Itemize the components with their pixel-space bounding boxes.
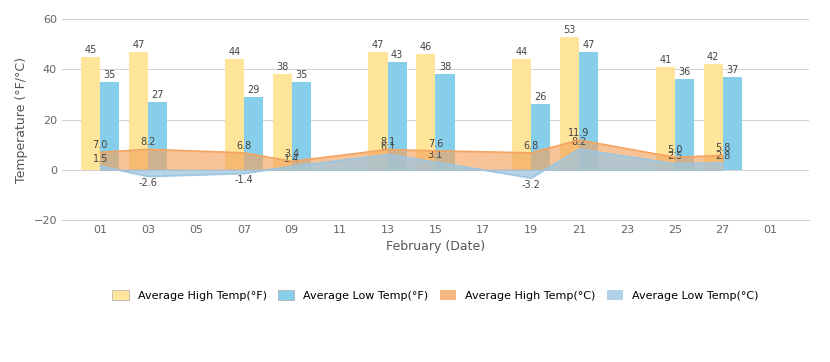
Bar	[100, 82, 120, 170]
Text: 6.8: 6.8	[237, 141, 251, 151]
Bar	[579, 52, 598, 170]
Text: -1.4: -1.4	[235, 175, 253, 185]
Text: 1.4: 1.4	[284, 154, 300, 164]
Text: 42: 42	[707, 52, 720, 62]
Bar	[512, 59, 531, 170]
Bar	[704, 64, 723, 170]
Text: 1.5: 1.5	[92, 154, 108, 164]
Text: 8.1: 8.1	[380, 138, 395, 147]
Text: 47: 47	[583, 40, 595, 50]
Text: 2.5: 2.5	[667, 152, 682, 161]
Bar	[272, 74, 292, 170]
X-axis label: February (Date): February (Date)	[386, 240, 485, 253]
Text: -3.2: -3.2	[522, 180, 540, 190]
Text: 38: 38	[276, 62, 288, 72]
Text: 53: 53	[564, 25, 576, 35]
Text: 7.6: 7.6	[427, 139, 443, 149]
Text: 43: 43	[391, 50, 403, 60]
Bar	[244, 97, 263, 170]
Bar	[148, 102, 168, 170]
Bar	[560, 37, 579, 170]
Bar	[436, 74, 455, 170]
Text: 11.9: 11.9	[569, 128, 590, 138]
Bar	[129, 52, 148, 170]
Text: 27: 27	[151, 90, 164, 100]
Bar	[531, 105, 550, 170]
Text: 6.1: 6.1	[380, 143, 395, 152]
Text: 5.0: 5.0	[667, 145, 682, 155]
Text: -2.6: -2.6	[139, 178, 158, 188]
Bar	[292, 82, 311, 170]
Text: 3.1: 3.1	[427, 150, 443, 160]
Text: 29: 29	[247, 85, 260, 95]
Text: 45: 45	[85, 45, 97, 55]
Bar	[656, 67, 675, 170]
Text: 35: 35	[104, 70, 116, 80]
Bar	[81, 57, 100, 170]
Text: 8.2: 8.2	[571, 137, 587, 147]
Text: 44: 44	[515, 47, 528, 57]
Text: 36: 36	[678, 67, 691, 77]
Text: 3.4: 3.4	[284, 149, 300, 159]
Bar	[225, 59, 244, 170]
Text: 37: 37	[726, 65, 739, 75]
Bar	[369, 52, 388, 170]
Text: 38: 38	[439, 62, 452, 72]
Y-axis label: Temperature (°F/°C): Temperature (°F/°C)	[15, 56, 28, 182]
Bar	[417, 54, 436, 170]
Text: 8.2: 8.2	[140, 137, 156, 147]
Text: 47: 47	[372, 40, 384, 50]
Text: 35: 35	[295, 70, 308, 80]
Text: 6.8: 6.8	[524, 141, 539, 151]
Text: 2.8: 2.8	[715, 151, 730, 161]
Text: 41: 41	[659, 55, 671, 65]
Text: 26: 26	[535, 92, 547, 102]
Text: 47: 47	[132, 40, 144, 50]
Bar	[675, 79, 694, 170]
Bar	[388, 62, 407, 170]
Text: 7.0: 7.0	[92, 140, 108, 150]
Text: 46: 46	[420, 42, 432, 52]
Text: 5.8: 5.8	[715, 143, 730, 153]
Legend: Average High Temp(°F), Average Low Temp(°F), Average High Temp(°C), Average Low : Average High Temp(°F), Average Low Temp(…	[108, 286, 763, 306]
Text: 44: 44	[228, 47, 241, 57]
Bar	[723, 77, 742, 170]
